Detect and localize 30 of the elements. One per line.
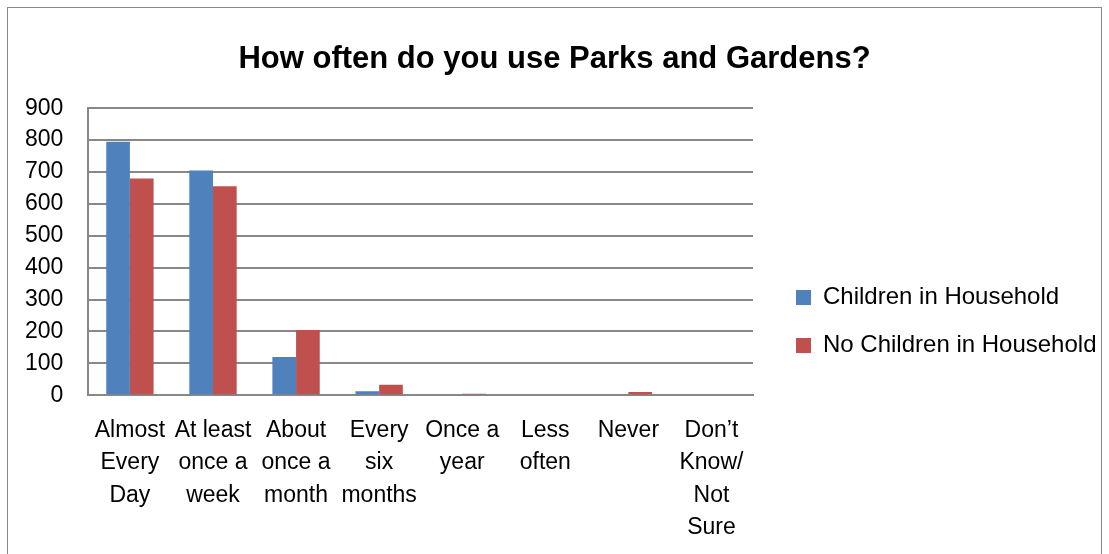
y-tick-label: 900 bbox=[25, 93, 64, 120]
bar bbox=[212, 186, 237, 395]
x-tick-label: Never bbox=[597, 415, 660, 442]
bar bbox=[272, 357, 297, 395]
y-tick-label: 600 bbox=[25, 189, 64, 216]
y-tick-label: 700 bbox=[25, 157, 64, 184]
y-tick-label: 300 bbox=[25, 284, 64, 311]
bar bbox=[379, 384, 403, 395]
y-tick-label: 200 bbox=[25, 316, 64, 343]
x-tick-label: Every six months bbox=[341, 415, 417, 507]
y-tick-label: 400 bbox=[25, 253, 64, 280]
x-tick-label: Less often bbox=[519, 415, 571, 475]
y-tick-label: 0 bbox=[50, 380, 64, 407]
y-tick-label: 500 bbox=[25, 221, 64, 248]
legend-label: No Children in Household bbox=[823, 330, 1097, 358]
chart-title: How often do you use Parks and Gardens? bbox=[238, 40, 871, 76]
bar bbox=[355, 391, 380, 395]
x-tick-label: Once a year bbox=[425, 415, 500, 475]
bar bbox=[189, 170, 213, 395]
bar bbox=[129, 178, 154, 395]
x-tick-label: At least once a week bbox=[174, 415, 252, 507]
y-tick-label: 800 bbox=[25, 125, 64, 152]
y-tick-label: 100 bbox=[25, 348, 64, 375]
bar bbox=[106, 141, 130, 395]
x-tick-label: Almost Every Day bbox=[94, 415, 166, 507]
legend-label: Children in Household bbox=[823, 282, 1060, 310]
x-tick-label: About once a month bbox=[261, 415, 331, 507]
x-tick-label: Don’t Know/ Not Sure bbox=[679, 415, 745, 540]
bar bbox=[628, 392, 653, 395]
bar bbox=[296, 329, 320, 395]
